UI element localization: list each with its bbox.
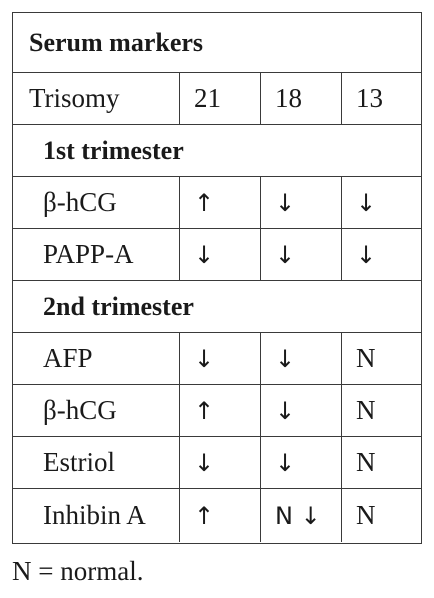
value-t13: N [341, 437, 421, 488]
value-t18: ↓ [260, 229, 341, 280]
table-row: AFP ↓ ↓ N [13, 333, 421, 385]
table-title: Serum markers [29, 27, 204, 57]
value-t13: N [341, 333, 421, 384]
footnote: N = normal. [12, 556, 144, 586]
arrow-icon: ↓ [356, 240, 377, 269]
arrow-icon: ↑ [194, 188, 215, 217]
header-trisomy-label: Trisomy [29, 83, 120, 113]
value-t21: ↑ [179, 385, 260, 436]
header-col-21: 21 [179, 73, 260, 124]
value-t21: ↓ [179, 229, 260, 280]
value-t13: N [341, 489, 421, 542]
value-t21: ↑ [179, 489, 260, 542]
value-t18: ↓ [260, 385, 341, 436]
value-t18: N ↓ [260, 489, 341, 542]
marker-name: AFP [43, 343, 93, 373]
arrow-icon: ↑ [194, 396, 215, 425]
section-row-2nd-trimester: 2nd trimester [13, 281, 421, 333]
value-t13: ↓ [341, 229, 421, 280]
value-t21: ↓ [179, 437, 260, 488]
marker-name: β-hCG [43, 187, 117, 217]
value-t13: ↓ [341, 177, 421, 228]
marker-name: β-hCG [43, 395, 117, 425]
section-row-1st-trimester: 1st trimester [13, 125, 421, 177]
arrow-icon: ↓ [275, 188, 296, 217]
header-col-13: 13 [341, 73, 421, 124]
header-col-18: 18 [260, 73, 341, 124]
arrow-icon: ↑ [194, 501, 215, 530]
arrow-icon: ↓ [194, 448, 215, 477]
serum-markers-table: Serum markers Trisomy 21 18 13 1st trime… [12, 12, 422, 544]
table-title-row: Serum markers [13, 13, 421, 73]
marker-name: Inhibin A [43, 500, 146, 530]
table-row: β-hCG ↑ ↓ ↓ [13, 177, 421, 229]
table-row: Estriol ↓ ↓ N [13, 437, 421, 489]
section-title-2nd-trimester: 2nd trimester [43, 291, 194, 321]
arrow-icon: ↓ [194, 344, 215, 373]
arrow-icon: ↓ [275, 344, 296, 373]
section-title-1st-trimester: 1st trimester [43, 135, 184, 165]
table-header-row: Trisomy 21 18 13 [13, 73, 421, 125]
value-t21: ↑ [179, 177, 260, 228]
arrow-icon: ↓ [194, 240, 215, 269]
value-text: N ↓ [275, 501, 321, 530]
table-row: Inhibin A ↑ N ↓ N [13, 489, 421, 542]
value-t21: ↓ [179, 333, 260, 384]
marker-name: Estriol [43, 447, 115, 477]
table-row: PAPP-A ↓ ↓ ↓ [13, 229, 421, 281]
value-t18: ↓ [260, 333, 341, 384]
value-t13: N [341, 385, 421, 436]
marker-name: PAPP-A [43, 239, 134, 269]
arrow-icon: ↓ [275, 396, 296, 425]
value-t18: ↓ [260, 177, 341, 228]
arrow-icon: ↓ [275, 240, 296, 269]
table-row: β-hCG ↑ ↓ N [13, 385, 421, 437]
value-t18: ↓ [260, 437, 341, 488]
arrow-icon: ↓ [275, 448, 296, 477]
arrow-icon: ↓ [356, 188, 377, 217]
